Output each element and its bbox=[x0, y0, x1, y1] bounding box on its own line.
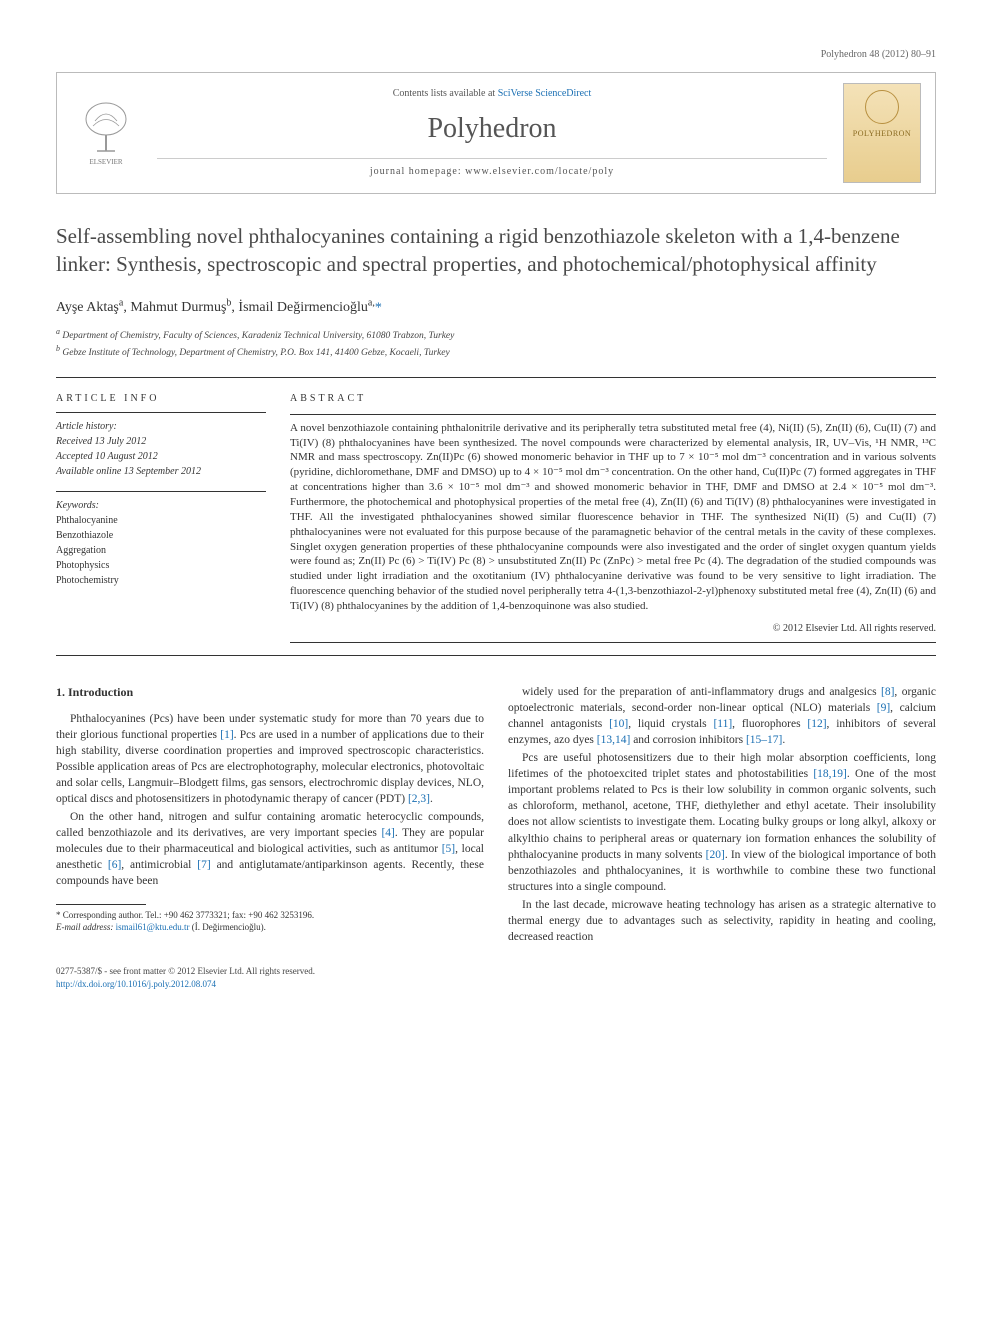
page-footer: 0277-5387/$ - see front matter © 2012 El… bbox=[56, 965, 936, 990]
doi-link[interactable]: http://dx.doi.org/10.1016/j.poly.2012.08… bbox=[56, 979, 216, 989]
body-paragraph: widely used for the preparation of anti-… bbox=[508, 684, 936, 748]
keyword: Benzothiazole bbox=[56, 528, 266, 543]
corresponding-footnote: * Corresponding author. Tel.: +90 462 37… bbox=[56, 909, 484, 934]
article-body: 1. Introduction Phthalocyanines (Pcs) ha… bbox=[56, 684, 936, 946]
abstract-copyright: © 2012 Elsevier Ltd. All rights reserved… bbox=[290, 622, 936, 636]
homepage-url[interactable]: www.elsevier.com/locate/poly bbox=[465, 166, 614, 177]
body-paragraph: Pcs are useful photosensitizers due to t… bbox=[508, 750, 936, 895]
info-rule bbox=[56, 491, 266, 492]
section-rule bbox=[56, 655, 936, 656]
section-rule bbox=[56, 377, 936, 378]
corresponding-marker: * bbox=[375, 300, 382, 315]
abstract-text: A novel benzothiazole containing phthalo… bbox=[290, 421, 936, 614]
received-date: Received 13 July 2012 bbox=[56, 434, 266, 449]
doi-line: http://dx.doi.org/10.1016/j.poly.2012.08… bbox=[56, 978, 936, 991]
keyword: Photochemistry bbox=[56, 573, 266, 588]
article-title: Self-assembling novel phthalocyanines co… bbox=[56, 222, 936, 279]
tree-icon: ELSEVIER bbox=[77, 99, 135, 167]
history-label: Article history: bbox=[56, 419, 266, 434]
doi-value: 10.1016/j.poly.2012.08.074 bbox=[117, 979, 216, 989]
article-history: Article history: Received 13 July 2012 A… bbox=[56, 419, 266, 479]
doi-prefix: http://dx.doi.org/ bbox=[56, 979, 117, 989]
corr-text: Corresponding author. Tel.: +90 462 3773… bbox=[63, 910, 314, 920]
polyhedron-icon bbox=[865, 90, 899, 124]
cover-label: POLYHEDRON bbox=[853, 128, 911, 139]
info-abstract-row: ARTICLE INFO Article history: Received 1… bbox=[56, 384, 936, 649]
authors: Ayşe Aktaşa, Mahmut Durmuşb, İsmail Deği… bbox=[56, 297, 936, 318]
body-paragraph: In the last decade, microwave heating te… bbox=[508, 897, 936, 945]
keywords-block: Keywords: Phthalocyanine Benzothiazole A… bbox=[56, 498, 266, 588]
affiliation-a: a Department of Chemistry, Faculty of Sc… bbox=[56, 326, 936, 343]
running-header: Polyhedron 48 (2012) 80–91 bbox=[56, 48, 936, 62]
info-rule bbox=[56, 412, 266, 413]
corr-marker: * bbox=[56, 910, 63, 920]
accepted-date: Accepted 10 August 2012 bbox=[56, 449, 266, 464]
contents-line: Contents lists available at SciVerse Sci… bbox=[157, 87, 827, 101]
abstract-heading: ABSTRACT bbox=[290, 392, 936, 406]
abstract-rule bbox=[290, 642, 936, 643]
issn-line: 0277-5387/$ - see front matter © 2012 El… bbox=[56, 965, 936, 978]
journal-masthead: ELSEVIER Contents lists available at Sci… bbox=[56, 72, 936, 194]
article-info-heading: ARTICLE INFO bbox=[56, 392, 266, 406]
homepage-prefix: journal homepage: bbox=[370, 166, 465, 177]
article-info: ARTICLE INFO Article history: Received 1… bbox=[56, 384, 266, 649]
keywords-label: Keywords: bbox=[56, 498, 266, 513]
body-paragraph: Phthalocyanines (Pcs) have been under sy… bbox=[56, 711, 484, 808]
contents-prefix: Contents lists available at bbox=[393, 88, 498, 99]
keyword: Photophysics bbox=[56, 558, 266, 573]
homepage-line: journal homepage: www.elsevier.com/locat… bbox=[157, 158, 827, 179]
elsevier-logo: ELSEVIER bbox=[71, 96, 141, 170]
journal-name: Polyhedron bbox=[157, 109, 827, 148]
section-heading: 1. Introduction bbox=[56, 684, 484, 701]
body-paragraph: On the other hand, nitrogen and sulfur c… bbox=[56, 809, 484, 889]
online-date: Available online 13 September 2012 bbox=[56, 464, 266, 479]
journal-cover-thumbnail: POLYHEDRON bbox=[843, 83, 921, 183]
corr-email-link[interactable]: ismail61@ktu.edu.tr bbox=[116, 922, 190, 932]
publisher-label: ELSEVIER bbox=[89, 158, 122, 166]
masthead-center: Contents lists available at SciVerse Sci… bbox=[157, 87, 827, 179]
sciencedirect-link[interactable]: SciVerse ScienceDirect bbox=[498, 88, 592, 99]
affiliation-a-text: Department of Chemistry, Faculty of Scie… bbox=[62, 331, 454, 341]
abstract-rule bbox=[290, 414, 936, 415]
footnote-block: * Corresponding author. Tel.: +90 462 37… bbox=[56, 904, 484, 934]
footnote-separator bbox=[56, 904, 146, 905]
email-label: E-mail address: bbox=[56, 922, 113, 932]
page: Polyhedron 48 (2012) 80–91 ELSEVIER Cont… bbox=[0, 0, 992, 1030]
abstract: ABSTRACT A novel benzothiazole containin… bbox=[290, 384, 936, 649]
keyword: Aggregation bbox=[56, 543, 266, 558]
author-list: Ayşe Aktaşa, Mahmut Durmuşb, İsmail Deği… bbox=[56, 300, 375, 315]
corr-email-who: (İ. Değirmencioğlu). bbox=[192, 922, 266, 932]
affiliation-b-text: Gebze Institute of Technology, Departmen… bbox=[62, 349, 449, 359]
affiliation-b: b Gebze Institute of Technology, Departm… bbox=[56, 343, 936, 360]
keyword: Phthalocyanine bbox=[56, 513, 266, 528]
affiliations: a Department of Chemistry, Faculty of Sc… bbox=[56, 326, 936, 361]
